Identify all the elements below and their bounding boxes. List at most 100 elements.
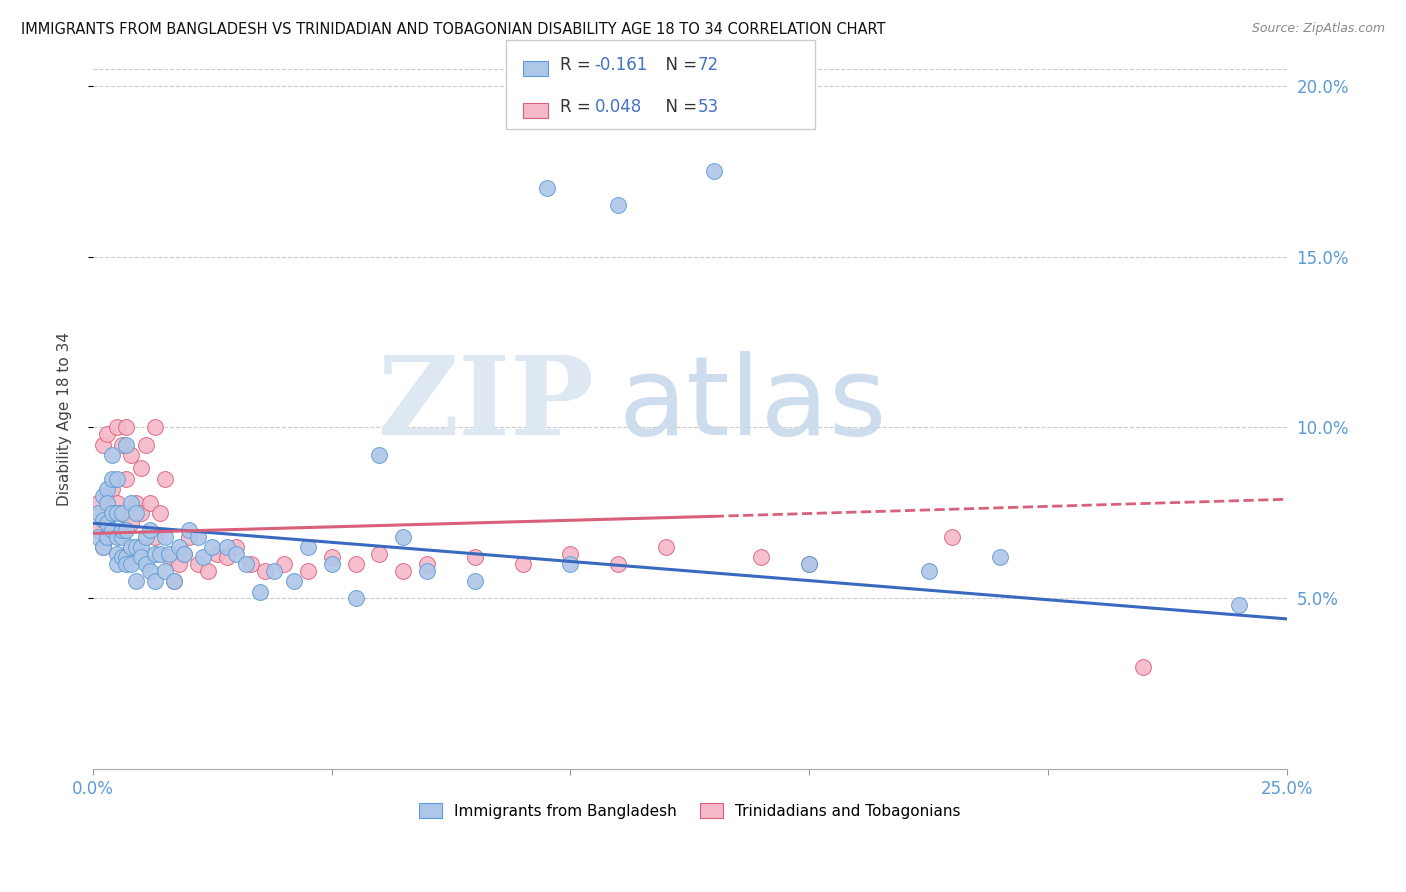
Point (249, 584, 271, 599)
Point (111, 506, 134, 520)
Point (1132, 659, 1154, 673)
Point (87, 530, 110, 544)
Point (201, 540, 224, 554)
Point (368, 547, 391, 561)
Point (125, 540, 148, 554)
Point (917, 564, 939, 578)
Point (91, 513, 114, 527)
Point (105, 472, 128, 486)
Point (115, 437, 138, 451)
Text: 53: 53 (697, 98, 718, 116)
Point (464, 550, 486, 565)
Point (263, 564, 285, 578)
Point (153, 564, 176, 578)
Point (96, 482, 118, 496)
Point (115, 420, 138, 434)
Point (111, 506, 134, 520)
Point (91, 540, 114, 554)
Point (105, 547, 128, 561)
Point (149, 547, 172, 561)
Point (416, 558, 439, 572)
Point (120, 558, 142, 572)
Point (368, 448, 391, 462)
Point (143, 547, 166, 561)
Point (87, 496, 110, 510)
Point (239, 558, 262, 572)
Text: ZIP: ZIP (378, 351, 595, 458)
Point (111, 437, 134, 451)
Point (135, 558, 157, 572)
Point (101, 523, 124, 537)
Point (187, 530, 209, 544)
Point (115, 550, 138, 565)
Point (464, 574, 486, 589)
Point (225, 547, 247, 561)
Point (143, 420, 166, 434)
Point (111, 550, 134, 565)
Point (120, 516, 142, 531)
Point (111, 523, 134, 537)
Text: R =: R = (560, 98, 596, 116)
Text: 72: 72 (697, 56, 718, 74)
Point (96, 530, 118, 544)
Point (96, 496, 118, 510)
Point (91, 437, 114, 451)
Point (163, 574, 186, 589)
Point (177, 523, 200, 537)
Point (101, 472, 124, 486)
Point (101, 482, 124, 496)
Text: R =: R = (560, 56, 596, 74)
Point (941, 530, 963, 544)
Point (536, 181, 558, 195)
Point (139, 496, 162, 510)
Point (139, 523, 162, 537)
Point (143, 574, 166, 589)
Point (115, 523, 138, 537)
Point (273, 558, 295, 572)
Point (105, 496, 128, 510)
Point (416, 564, 439, 578)
Point (751, 550, 773, 565)
Point (157, 550, 180, 565)
Point (101, 506, 124, 520)
Point (215, 550, 238, 565)
Point (101, 448, 124, 462)
Point (173, 547, 195, 561)
Point (105, 506, 128, 520)
Point (560, 558, 582, 572)
Point (129, 506, 152, 520)
Text: N =: N = (655, 56, 703, 74)
Point (96, 516, 118, 531)
Point (105, 530, 128, 544)
Text: -0.161: -0.161 (595, 56, 648, 74)
Point (225, 540, 247, 554)
Point (120, 448, 142, 462)
Point (115, 472, 138, 486)
Point (392, 530, 415, 544)
Text: N =: N = (655, 98, 703, 116)
Point (87, 506, 110, 520)
Point (799, 558, 821, 572)
Point (129, 461, 152, 475)
Point (560, 547, 582, 561)
Point (120, 540, 142, 554)
Point (167, 540, 190, 554)
Point (235, 558, 257, 572)
Point (125, 506, 148, 520)
Point (135, 437, 157, 451)
Point (129, 540, 152, 554)
Text: atlas: atlas (619, 351, 887, 458)
Point (115, 558, 138, 572)
Point (153, 472, 176, 486)
Point (297, 564, 319, 578)
Point (96, 427, 118, 442)
Point (197, 564, 219, 578)
Point (111, 530, 134, 544)
Point (187, 558, 209, 572)
Point (607, 198, 630, 212)
Point (703, 164, 725, 178)
Point (215, 540, 238, 554)
Point (344, 591, 367, 606)
Point (321, 558, 343, 572)
Point (149, 506, 172, 520)
